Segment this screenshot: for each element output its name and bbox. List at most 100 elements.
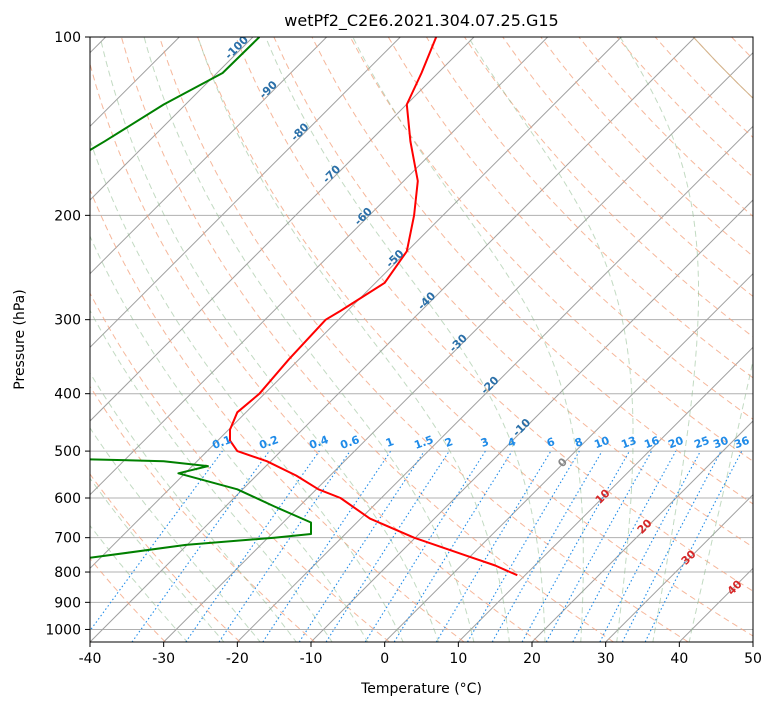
mixing-ratio-label: 36: [732, 434, 751, 452]
y-tick-label: 100: [54, 30, 81, 46]
skewed-isotherm: [90, 37, 328, 275]
dry-adiabat-label: -10: [510, 416, 533, 439]
mixing-ratio-label: 8: [573, 435, 585, 450]
dry-adiabat: [273, 37, 753, 548]
mixing-ratio-label: 10: [592, 434, 611, 452]
mixing-ratio-line: [325, 450, 450, 642]
skewed-isotherm: [457, 346, 753, 642]
mixing-ratio-label: 13: [619, 434, 638, 451]
skewed-isotherm: [90, 37, 622, 570]
skewed-isotherm: [90, 37, 549, 496]
dry-adiabat-solid: [692, 37, 753, 99]
skewed-isotherm: [310, 199, 753, 642]
mixing-ratio-label: 1.5: [412, 433, 435, 452]
mixing-ratio-line: [90, 450, 223, 632]
dry-adiabat: [197, 37, 753, 637]
moist-adiabat-label: 20: [635, 516, 655, 536]
moist-adiabat: [90, 371, 297, 642]
y-tick-label: 800: [54, 565, 81, 581]
mixing-ratio-label: 2: [443, 435, 455, 450]
mixing-ratio-line: [218, 450, 351, 642]
x-tick-label: -30: [152, 651, 175, 667]
x-tick-label: 10: [449, 651, 467, 667]
x-tick-label: 40: [670, 651, 688, 667]
dry-adiabat: [464, 37, 753, 338]
y-tick-label: 600: [54, 491, 81, 507]
x-tick-label: 50: [744, 651, 762, 667]
dry-adiabat-label: -30: [447, 331, 470, 354]
skewed-isotherms: [90, 37, 753, 642]
dry-adiabat: [159, 37, 689, 642]
mixing-ratio-label: 25: [692, 434, 711, 451]
moist-adiabat-label: 30: [679, 547, 699, 567]
mixing-ratio-label: 3: [479, 435, 491, 450]
moist-adiabat: [90, 427, 261, 642]
moist-adiabat: [143, 37, 475, 642]
mixing-ratio-line: [298, 450, 425, 642]
mixing-ratio-line: [621, 450, 722, 642]
moist-adiabat: [619, 37, 699, 642]
moist-adiabat: [90, 477, 225, 642]
mixing-ratio-line: [521, 450, 630, 642]
skewed-isotherm: [90, 37, 475, 422]
dry-adiabat: [311, 37, 753, 505]
dry-adiabat: [90, 62, 540, 642]
moist-adiabat: [688, 358, 753, 642]
moist-adiabat-label: 40: [725, 577, 745, 597]
profile-series: [90, 37, 518, 577]
x-tick-label: 0: [380, 651, 389, 667]
skewed-isotherm: [90, 37, 254, 201]
y-tick-label: 900: [54, 595, 81, 611]
mixing-ratio-line: [393, 450, 513, 642]
dry-adiabat: [425, 37, 753, 379]
mixing-ratio-line: [644, 450, 743, 642]
dry-adiabat-label: -40: [415, 289, 438, 312]
mixing-ratio-line: [545, 450, 653, 642]
dry-adiabat: [90, 292, 390, 642]
skewed-isotherm: [531, 420, 753, 642]
y-tick-label: 500: [54, 444, 81, 460]
moist-adiabat: [90, 138, 404, 642]
moist-adiabat: [265, 37, 546, 642]
mixing-ratio-label: 1: [384, 435, 396, 450]
y-tick-label: 300: [54, 313, 81, 329]
dry-adiabat: [120, 37, 614, 642]
x-axis-label: Temperature (°C): [360, 681, 482, 697]
moist-adiabat-label: 10: [593, 486, 613, 506]
dry-adiabat: [387, 37, 753, 420]
dry-adiabats: [90, 37, 753, 642]
moist-adiabat: [90, 524, 188, 642]
mixing-ratio-lines: [90, 450, 743, 642]
moist-adiabats: [90, 37, 753, 642]
mixing-ratio-label: 20: [666, 434, 685, 452]
skewed-isotherm: [236, 125, 753, 642]
dewpoint-line: [90, 37, 312, 576]
y-axis: 100 200 300 400 500 600 700 800 900 1000: [45, 30, 90, 638]
chart-title: wetPf2_C2E6.2021.304.07.25.G15: [284, 11, 558, 31]
skewed-isotherm: [90, 37, 401, 349]
temperature-line: [229, 37, 518, 577]
mixing-ratio-label: 0.1: [210, 433, 233, 452]
moist-adiabat: [90, 309, 333, 642]
mixing-ratio-label: 0.4: [307, 433, 330, 452]
dry-adiabat: [235, 37, 753, 592]
dry-adiabat: [90, 473, 241, 642]
plot-area: -100-90-80-70-60-50-40-30-20-100.1 0.2 0.4…: [90, 37, 753, 642]
plot-frame: [89, 36, 754, 643]
skewed-isotherm: [752, 641, 753, 642]
dry-adiabat-label: -60: [352, 205, 375, 228]
moist-adiabat: [99, 37, 440, 642]
mixing-ratio-label: 4: [506, 435, 518, 450]
dry-adiabat: [90, 188, 465, 642]
mixing-ratio-line: [131, 450, 270, 642]
x-tick-label: -10: [300, 651, 323, 667]
moist-adiabat-label: 0: [555, 455, 570, 470]
mixing-ratio-label: 6: [545, 435, 557, 450]
dry-adiabat: [578, 37, 753, 218]
skewed-isotherm: [163, 51, 753, 642]
dry-adiabat-label: -90: [257, 78, 280, 101]
mixing-ratio-line: [572, 450, 677, 642]
dry-adiabat-label: -70: [320, 162, 343, 185]
y-tick-label: 400: [54, 387, 81, 403]
dry-adiabat: [654, 37, 753, 139]
